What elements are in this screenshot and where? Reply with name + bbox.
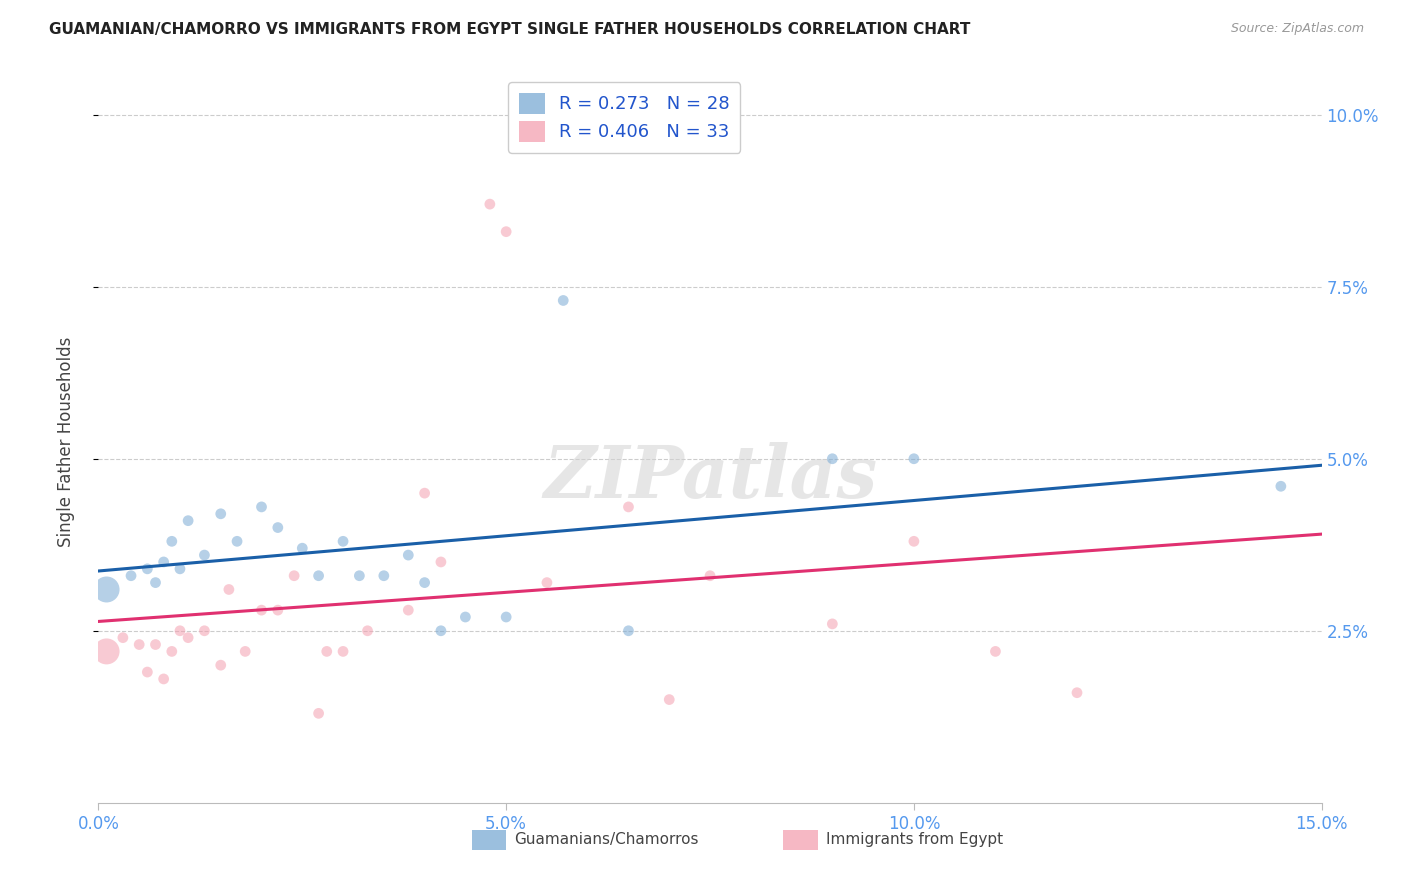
Point <box>169 624 191 638</box>
Text: Source: ZipAtlas.com: Source: ZipAtlas.com <box>1230 22 1364 36</box>
Point <box>120 568 142 582</box>
Point <box>136 562 159 576</box>
Point <box>145 575 167 590</box>
Point <box>699 568 721 582</box>
Point <box>152 555 174 569</box>
Point <box>903 534 925 549</box>
Text: Immigrants from Egypt: Immigrants from Egypt <box>827 832 1004 847</box>
Point <box>617 624 640 638</box>
Point <box>226 534 249 549</box>
Point <box>128 638 150 652</box>
Point <box>349 568 371 582</box>
Point <box>209 507 232 521</box>
Point <box>430 555 453 569</box>
Point <box>478 197 501 211</box>
Point <box>267 603 290 617</box>
Point <box>396 548 419 562</box>
Point <box>821 616 844 631</box>
Point <box>495 610 517 624</box>
Point <box>136 665 159 679</box>
Point <box>396 603 419 617</box>
Point <box>160 534 183 549</box>
Bar <box>471 830 506 850</box>
Point <box>308 706 330 721</box>
Point <box>111 631 134 645</box>
Point <box>209 658 232 673</box>
Legend: R = 0.273   N = 28, R = 0.406   N = 33: R = 0.273 N = 28, R = 0.406 N = 33 <box>509 82 741 153</box>
Point <box>152 672 174 686</box>
Point <box>193 548 215 562</box>
Point <box>250 603 273 617</box>
Point <box>291 541 314 556</box>
Point <box>617 500 640 514</box>
Point <box>332 534 354 549</box>
Point <box>169 562 191 576</box>
Point <box>454 610 477 624</box>
Text: Guamanians/Chamorros: Guamanians/Chamorros <box>515 832 699 847</box>
Point <box>315 644 337 658</box>
Y-axis label: Single Father Households: Single Father Households <box>56 336 75 547</box>
Point <box>536 575 558 590</box>
Point <box>1270 479 1292 493</box>
Point <box>308 568 330 582</box>
Point <box>413 486 436 500</box>
Point <box>658 692 681 706</box>
Point <box>495 225 517 239</box>
Point <box>553 293 575 308</box>
Point <box>177 631 200 645</box>
Text: ZIPatlas: ZIPatlas <box>543 442 877 513</box>
Point <box>96 644 118 658</box>
Point <box>177 514 200 528</box>
Point <box>356 624 378 638</box>
Point <box>332 644 354 658</box>
Point <box>984 644 1007 658</box>
Point <box>413 575 436 590</box>
Point <box>193 624 215 638</box>
Point <box>283 568 305 582</box>
Point <box>145 638 167 652</box>
Point <box>250 500 273 514</box>
Point <box>267 520 290 534</box>
Point <box>96 582 118 597</box>
Text: GUAMANIAN/CHAMORRO VS IMMIGRANTS FROM EGYPT SINGLE FATHER HOUSEHOLDS CORRELATION: GUAMANIAN/CHAMORRO VS IMMIGRANTS FROM EG… <box>49 22 970 37</box>
Point <box>903 451 925 466</box>
Point <box>373 568 395 582</box>
Point <box>430 624 453 638</box>
Bar <box>783 830 818 850</box>
Point <box>233 644 256 658</box>
Point <box>1066 686 1088 700</box>
Point <box>160 644 183 658</box>
Point <box>821 451 844 466</box>
Point <box>218 582 240 597</box>
